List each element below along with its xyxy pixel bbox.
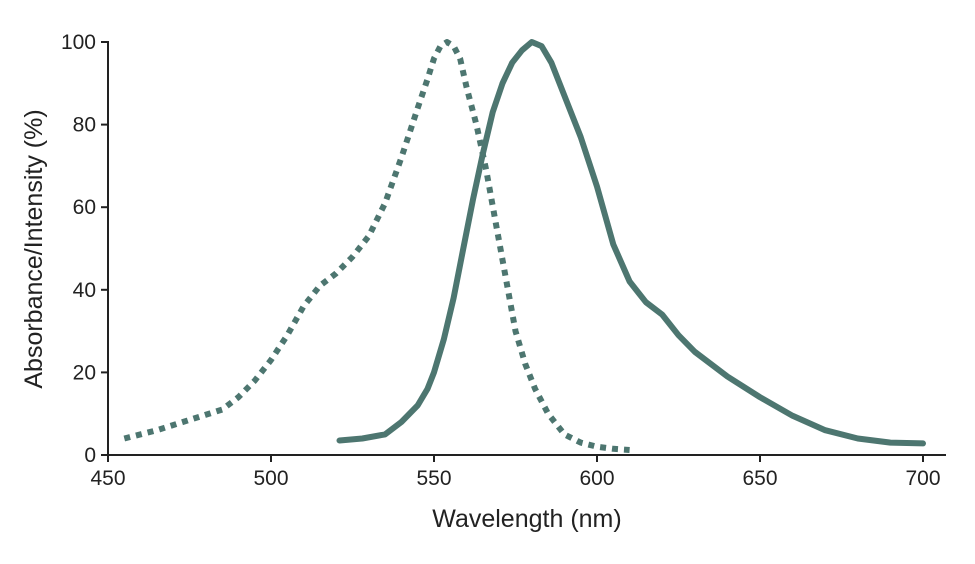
intensity-line bbox=[336, 39, 926, 447]
y-tick-label: 80 bbox=[73, 114, 96, 137]
x-axis-title: Wavelength (nm) bbox=[432, 505, 621, 533]
y-tick-label: 60 bbox=[73, 196, 96, 219]
axis-ticks: 450 500 550 600 650 700 0 20 40 60 80 100 bbox=[61, 31, 941, 490]
x-tick-label: 550 bbox=[416, 467, 451, 490]
y-tick-label: 20 bbox=[73, 361, 96, 384]
x-tick-label: 650 bbox=[742, 467, 777, 490]
series-layer bbox=[123, 39, 926, 453]
x-tick-label: 450 bbox=[90, 467, 125, 490]
absorbance-line bbox=[123, 39, 630, 453]
y-axis-title: Absorbance/Intensity (%) bbox=[20, 109, 48, 388]
x-tick-label: 600 bbox=[579, 467, 614, 490]
x-tick-label: 500 bbox=[253, 467, 288, 490]
y-tick-label: 0 bbox=[84, 444, 96, 467]
y-tick-label: 100 bbox=[61, 31, 96, 54]
x-tick-label: 700 bbox=[905, 467, 940, 490]
y-tick-label: 40 bbox=[73, 279, 96, 302]
